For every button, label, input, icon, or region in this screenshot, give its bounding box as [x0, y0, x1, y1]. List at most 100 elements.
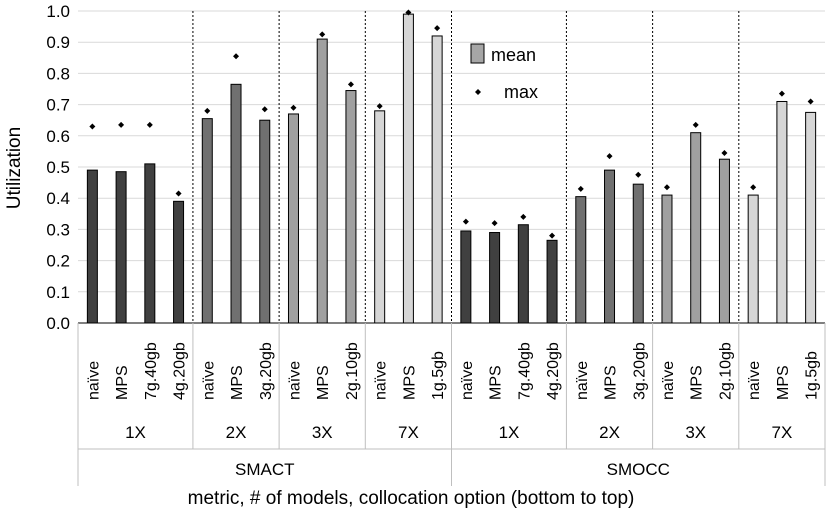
- option-label: MPS: [689, 365, 706, 400]
- option-label: 1g.5gb: [430, 351, 447, 400]
- y-tick-label: 0.1: [46, 283, 70, 302]
- max-marker: [462, 218, 469, 225]
- option-label: naïve: [660, 361, 677, 400]
- bar-mean: [173, 200, 185, 324]
- option-label: naïve: [574, 361, 591, 400]
- option-label: 2g.10gb: [717, 342, 734, 400]
- group-label: 1X: [125, 423, 146, 442]
- group-label: 7X: [398, 423, 419, 442]
- y-tick-label: 0.3: [46, 220, 70, 239]
- max-marker: [692, 121, 699, 128]
- y-tick-label: 0.8: [46, 64, 70, 83]
- bar-mean: [604, 169, 616, 324]
- group-label: 1X: [499, 423, 520, 442]
- bar-mean: [776, 100, 788, 324]
- y-tick-label: 1.0: [46, 2, 70, 21]
- bar-mean: [374, 110, 386, 324]
- metric-label: SMACT: [235, 460, 295, 479]
- group-label: 2X: [226, 423, 247, 442]
- bar-mean: [115, 171, 127, 324]
- y-axis-title: Utilization: [4, 127, 25, 209]
- y-tick-label: 0.5: [46, 158, 70, 177]
- bar-mean: [661, 194, 673, 324]
- bar-mean: [431, 35, 443, 324]
- option-label: MPS: [114, 365, 131, 400]
- option-label: 2g.10gb: [344, 342, 361, 400]
- option-label: MPS: [603, 365, 620, 400]
- bar-mean: [402, 13, 414, 324]
- max-marker: [549, 232, 556, 239]
- y-tick-label: 0.6: [46, 127, 70, 146]
- max-marker: [491, 220, 498, 227]
- max-marker: [290, 104, 297, 111]
- bar-mean: [747, 194, 759, 324]
- option-label: 3g.20gb: [258, 342, 275, 400]
- legend-mean-swatch: [470, 43, 485, 64]
- max-marker: [778, 90, 785, 97]
- y-tick-label: 0.7: [46, 96, 70, 115]
- max-marker: [520, 213, 527, 220]
- bar-mean: [632, 183, 644, 324]
- category-labels: naïve MPS 7g.40gb 4g.20gb naïve MPS 3g.20gb naï…: [85, 342, 820, 479]
- bar-mean: [517, 224, 529, 324]
- option-label: MPS: [401, 365, 418, 400]
- group-separators: [192, 11, 740, 323]
- bar-mean: [718, 158, 730, 324]
- group-label: 3X: [685, 423, 706, 442]
- option-label: 4g.20gb: [545, 342, 562, 400]
- legend-max-marker: [475, 89, 481, 95]
- bar-mean: [86, 169, 98, 324]
- bar-mean: [259, 119, 271, 324]
- bar-mean: [287, 113, 299, 324]
- option-label: 7g.40gb: [143, 342, 160, 400]
- option-label: 1g.5gb: [804, 351, 821, 400]
- bar-mean: [575, 196, 587, 324]
- max-marker: [721, 149, 728, 156]
- bar-mean: [230, 83, 242, 324]
- bar-mean: [316, 38, 328, 324]
- bar-mean: [546, 239, 558, 324]
- option-label: naïve: [746, 361, 763, 400]
- bar-mean: [201, 118, 213, 324]
- group-label: 7X: [772, 423, 793, 442]
- max-marker: [606, 153, 613, 160]
- bar-mean: [690, 132, 702, 324]
- max-marker: [204, 107, 211, 114]
- bar-mean: [460, 230, 472, 324]
- option-label: 3g.20gb: [631, 342, 648, 400]
- legend-mean-label: mean: [491, 45, 536, 65]
- bar-mean: [805, 111, 817, 324]
- max-marker: [434, 25, 441, 32]
- option-label: naïve: [373, 361, 390, 400]
- option-label: MPS: [315, 365, 332, 400]
- y-tick-label: 0.4: [46, 189, 70, 208]
- max-marker: [175, 190, 182, 197]
- max-marker: [319, 31, 326, 38]
- max-marker: [807, 98, 814, 105]
- option-label: MPS: [775, 365, 792, 400]
- max-marker: [635, 171, 642, 178]
- group-label: 2X: [599, 423, 620, 442]
- legend: mean max: [470, 43, 538, 102]
- option-label: 7g.40gb: [516, 342, 533, 400]
- bar-mean: [144, 163, 156, 324]
- axes: 0.0 0.1 0.2 0.3 0.4 0.5 0.6 0.7 0.8 0.9 1.0: [46, 2, 826, 486]
- y-tick-label: 0.2: [46, 252, 70, 271]
- x-axis-title: metric, # of models, collocation option …: [188, 488, 635, 509]
- max-marker: [118, 121, 125, 128]
- option-label: naïve: [286, 361, 303, 400]
- group-label: 3X: [312, 423, 333, 442]
- option-label: 4g.20gb: [172, 342, 189, 400]
- max-marker: [405, 9, 412, 16]
- option-label: MPS: [488, 365, 505, 400]
- max-marker: [663, 184, 670, 191]
- bars: [86, 9, 817, 324]
- option-label: naïve: [85, 361, 102, 400]
- legend-max-label: max: [504, 82, 538, 102]
- max-marker: [261, 106, 268, 113]
- max-marker: [89, 123, 96, 130]
- option-label: naïve: [459, 361, 476, 400]
- option-label: naïve: [200, 361, 217, 400]
- max-marker: [146, 121, 153, 128]
